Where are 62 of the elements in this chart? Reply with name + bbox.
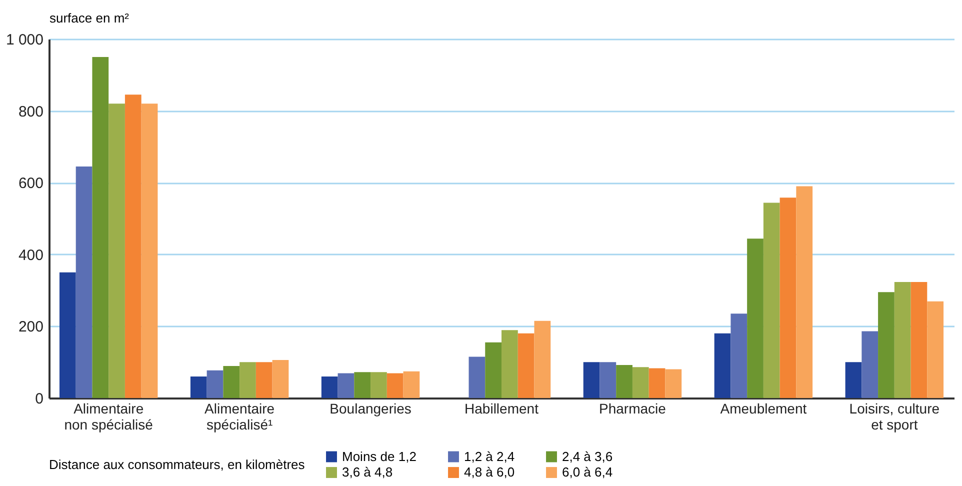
bar — [59, 272, 76, 398]
bar — [338, 373, 354, 398]
bar — [730, 314, 748, 398]
y-axis-title: surface en m² — [50, 10, 130, 26]
y-tick-label: 0 — [35, 390, 44, 408]
bar — [386, 373, 404, 398]
bar — [910, 282, 928, 398]
x-tick-label: Habillement — [464, 400, 539, 416]
bar — [92, 56, 109, 398]
bar — [763, 202, 780, 398]
bar — [665, 369, 682, 398]
legend-label: 2,4 à 3,6 — [562, 448, 613, 464]
bar — [108, 104, 125, 398]
bar — [272, 360, 289, 398]
legend-title: Distance aux consommateurs, en kilomètres — [49, 457, 306, 472]
bar — [518, 333, 534, 398]
bar — [714, 333, 731, 398]
legend-label: Moins de 1,2 — [342, 448, 416, 464]
bar — [354, 372, 371, 398]
legend-label: 3,6 à 4,8 — [342, 464, 393, 480]
y-tick-label: 200 — [18, 318, 44, 336]
bar — [845, 362, 862, 398]
bar — [485, 342, 502, 398]
bar — [321, 376, 338, 398]
y-tick-label: 400 — [18, 246, 44, 264]
bar — [583, 362, 600, 398]
x-tick-label: Ameublement — [720, 400, 807, 416]
x-tick-label: Boulangeries — [330, 400, 412, 416]
bar — [534, 320, 551, 398]
bar — [223, 366, 240, 398]
bar — [862, 331, 878, 398]
bar — [600, 362, 616, 398]
bar — [141, 104, 158, 398]
x-tick-label: Alimentaire spécialisé¹ — [204, 400, 275, 432]
bar — [878, 292, 894, 398]
legend-label: 1,2 à 2,4 — [464, 448, 515, 464]
bar — [632, 367, 649, 398]
bar — [240, 362, 256, 398]
bar — [780, 198, 796, 398]
y-tick-label: 600 — [18, 175, 44, 192]
bar — [76, 166, 92, 398]
y-tick-label: 800 — [18, 103, 44, 120]
x-tick-label: Alimentaire non spécialisé — [64, 400, 154, 432]
bar — [894, 282, 911, 398]
bar — [747, 238, 764, 398]
bar — [502, 330, 518, 398]
bar — [796, 186, 813, 398]
bar — [648, 368, 666, 398]
bar — [370, 372, 387, 398]
bar — [616, 364, 632, 398]
x-tick-label: Pharmacie — [599, 400, 666, 416]
bar — [403, 371, 420, 398]
bar — [206, 370, 224, 398]
x-tick-label: Loisirs, culture et sport — [849, 400, 940, 432]
bar — [468, 356, 486, 398]
bar — [190, 376, 207, 398]
bar — [124, 94, 142, 398]
legend-label: 4,8 à 6,0 — [464, 464, 515, 480]
y-tick-label: 1 000 — [6, 32, 44, 48]
bar — [927, 301, 944, 398]
legend-label: 6,0 à 6,4 — [562, 464, 613, 480]
bar — [256, 362, 272, 398]
